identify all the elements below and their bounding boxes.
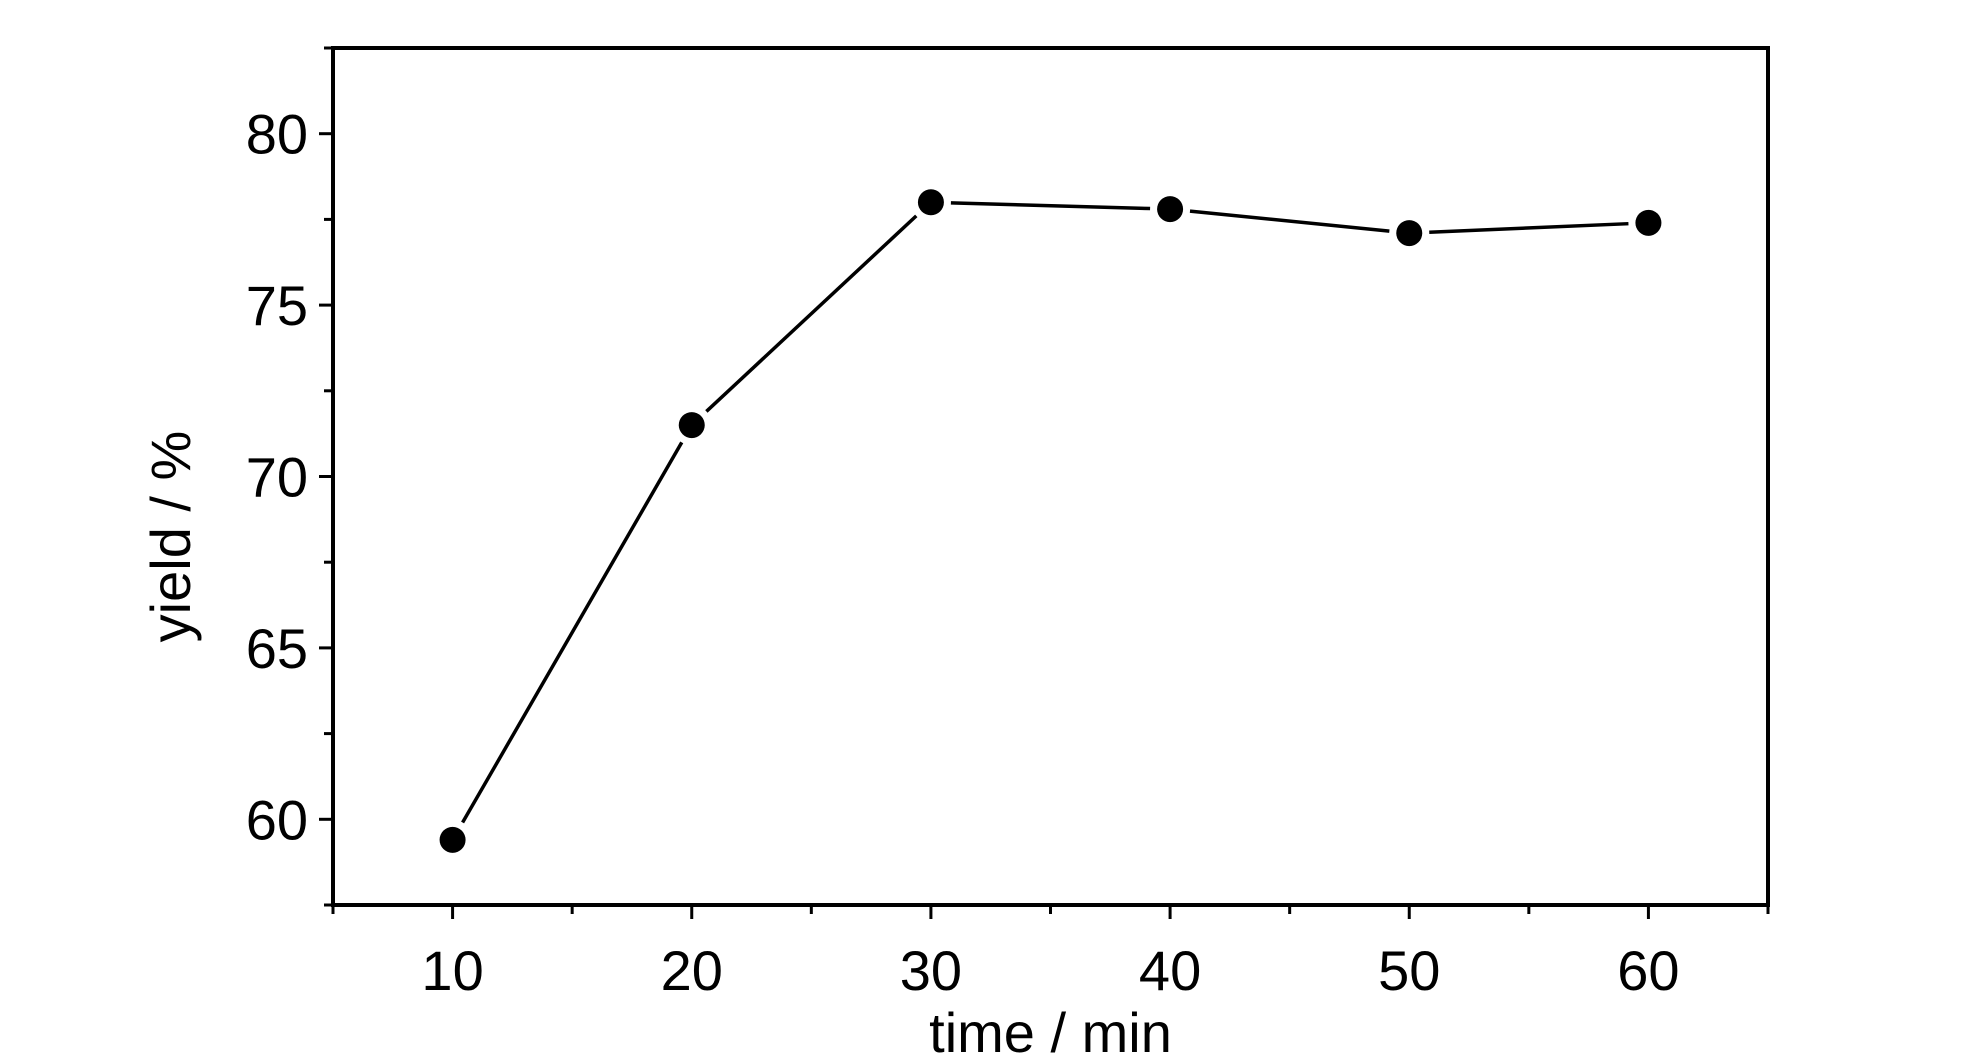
- y-tick-label: 65: [246, 617, 308, 680]
- plot-frame: [331, 46, 1770, 907]
- x-tick-label: 20: [661, 939, 723, 1002]
- data-point: [917, 189, 944, 216]
- series-line-segment: [705, 214, 918, 413]
- series-line-segment: [950, 201, 1151, 211]
- data-point: [439, 826, 466, 853]
- y-axis-title: yield / %: [139, 431, 202, 643]
- x-axis-title: time / min: [929, 1001, 1172, 1062]
- y-tick-label: 80: [246, 103, 308, 166]
- x-tick-label: 50: [1378, 939, 1440, 1002]
- data-point: [1396, 220, 1423, 247]
- x-tick-label: 60: [1617, 939, 1679, 1002]
- data-point: [678, 412, 705, 439]
- series-line-segment: [461, 441, 684, 824]
- y-axis-ticks: 60 65 70 75 80: [246, 46, 333, 907]
- x-tick-label: 10: [421, 939, 483, 1002]
- x-tick-label: 40: [1139, 939, 1201, 1002]
- y-tick-label: 75: [246, 274, 308, 337]
- y-tick-label: 70: [246, 446, 308, 509]
- y-tick-label: 60: [246, 788, 308, 851]
- x-axis-ticks: 10 20 30 40 50 60: [331, 905, 1770, 1002]
- series-layer: [439, 189, 1662, 853]
- data-point: [1635, 209, 1662, 236]
- x-tick-label: 30: [900, 939, 962, 1002]
- series-line-segment: [1189, 209, 1390, 233]
- data-point: [1157, 196, 1184, 223]
- series-line-segment: [1429, 221, 1629, 235]
- plot-border: [331, 46, 1770, 907]
